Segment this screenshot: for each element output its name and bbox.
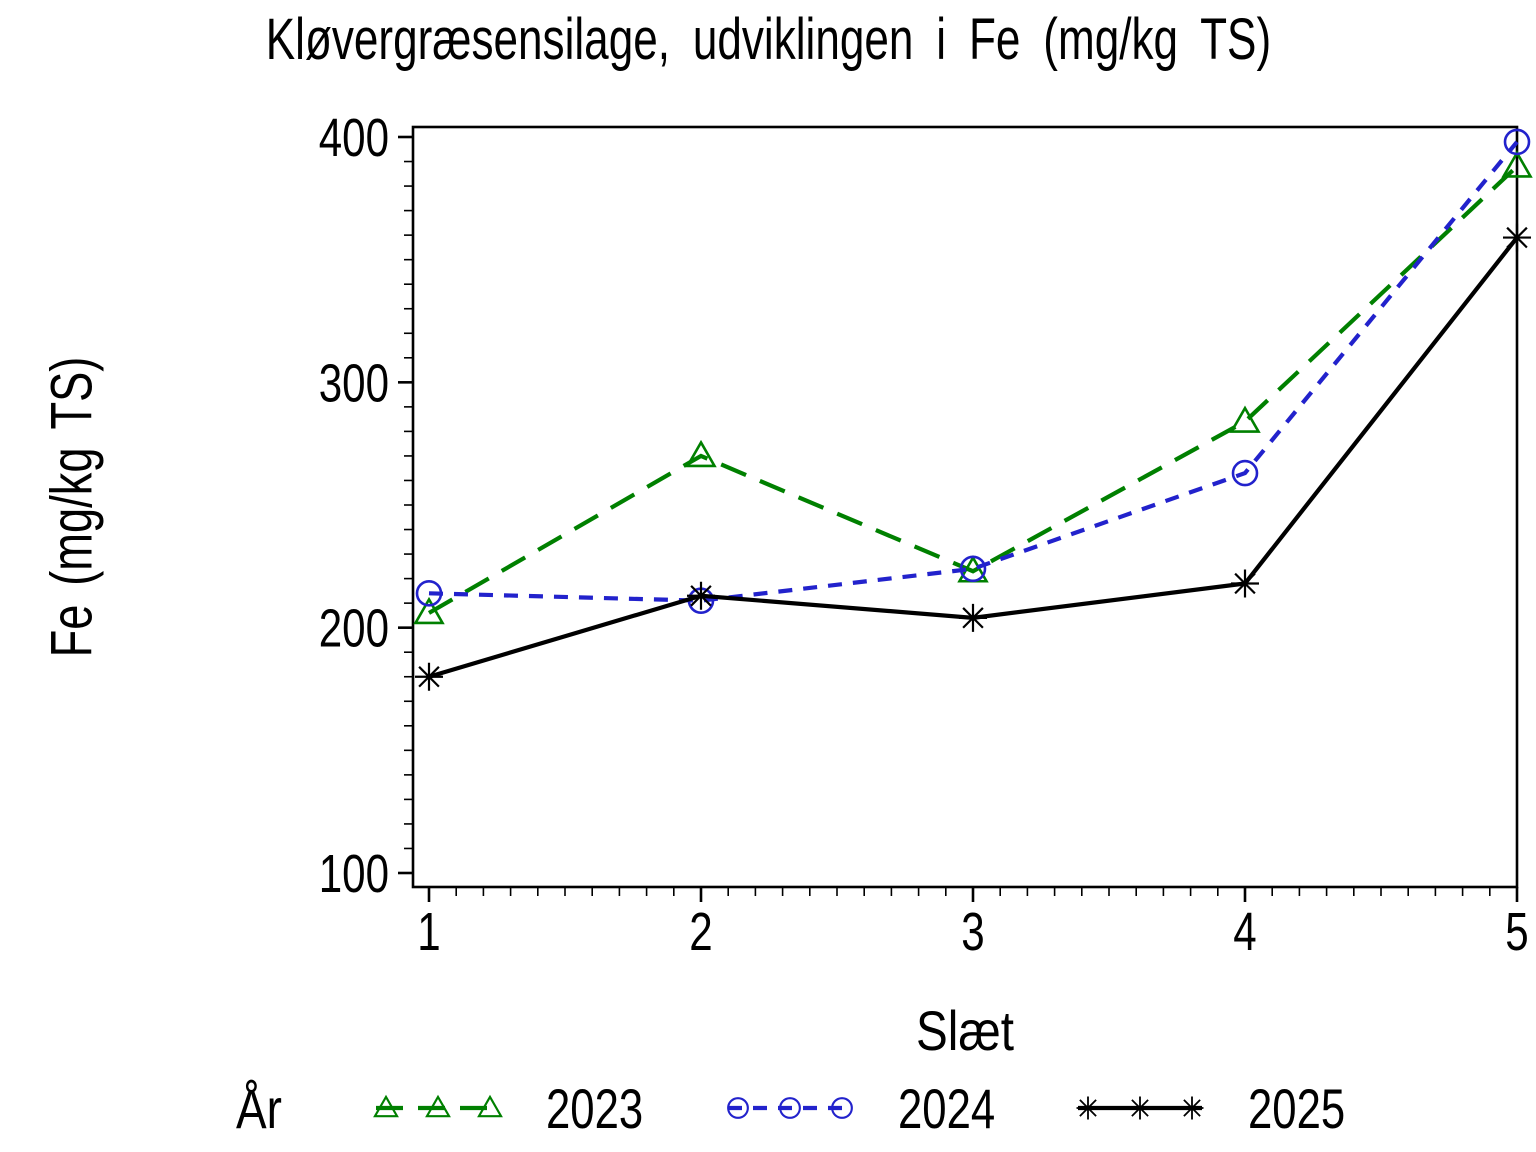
legend-label-2025: 2025 — [1248, 1076, 1346, 1140]
legend-entry-2025: 2025 — [1074, 1072, 1373, 1144]
legend-entry-2023: 2023 — [372, 1072, 671, 1144]
chart-title-text: Kløvergræsensilage, udviklingen i Fe (mg… — [265, 7, 1271, 72]
circle-marker — [779, 1097, 801, 1119]
circle-marker — [831, 1097, 853, 1119]
x-tick-label: 3 — [961, 902, 984, 962]
circle-marker — [1503, 128, 1531, 156]
axes-ticks: 100 200 300 400 1 2 3 4 5 — [319, 108, 1529, 962]
x-tick-label: 4 — [1233, 902, 1256, 962]
circle-marker — [727, 1097, 749, 1119]
legend-entry-2024: 2024 — [724, 1072, 1023, 1144]
legend-label-2023: 2023 — [546, 1076, 644, 1140]
star-marker — [1076, 1096, 1100, 1120]
triangle-marker — [1229, 405, 1261, 433]
plot-frame — [411, 125, 1519, 889]
series-2025 — [415, 223, 1531, 691]
legend-sample-2023-icon — [373, 1094, 503, 1118]
triangle-marker — [425, 1094, 451, 1118]
star-marker — [959, 603, 987, 632]
series-2023 — [413, 150, 1533, 625]
legend-title: År — [236, 1076, 282, 1140]
y-tick-label: 200 — [319, 599, 389, 659]
x-tick-label: 1 — [417, 902, 440, 962]
circle-marker — [415, 580, 443, 607]
triangle-marker — [373, 1094, 399, 1118]
x-tick-label: 5 — [1505, 902, 1528, 962]
chart-title: Kløvergræsensilage, udviklingen i Fe (mg… — [0, 6, 1536, 73]
star-marker — [687, 581, 715, 610]
circle-marker — [959, 555, 987, 583]
x-tick-label: 2 — [689, 902, 712, 962]
legend-sample-2024-icon — [727, 1097, 853, 1119]
triangle-marker — [1501, 150, 1533, 178]
x-axis-title: Slæt — [916, 999, 1014, 1062]
triangle-marker — [685, 439, 717, 468]
star-marker — [415, 662, 443, 691]
star-marker — [1128, 1096, 1152, 1120]
circle-marker — [1231, 459, 1259, 487]
triangle-marker — [477, 1094, 503, 1118]
star-marker — [1231, 569, 1259, 598]
legend-sample-2025-icon — [1076, 1096, 1204, 1120]
series-line-2023 — [427, 164, 1519, 615]
series-line-2024 — [428, 140, 1519, 603]
y-tick-label: 300 — [319, 353, 389, 413]
legend-label-2024: 2024 — [898, 1076, 996, 1140]
y-tick-label: 400 — [319, 108, 389, 168]
triangle-marker — [413, 596, 445, 625]
series-2024 — [415, 128, 1531, 614]
star-marker — [1503, 223, 1531, 252]
star-marker — [1180, 1096, 1204, 1120]
y-tick-label: 100 — [319, 844, 389, 904]
